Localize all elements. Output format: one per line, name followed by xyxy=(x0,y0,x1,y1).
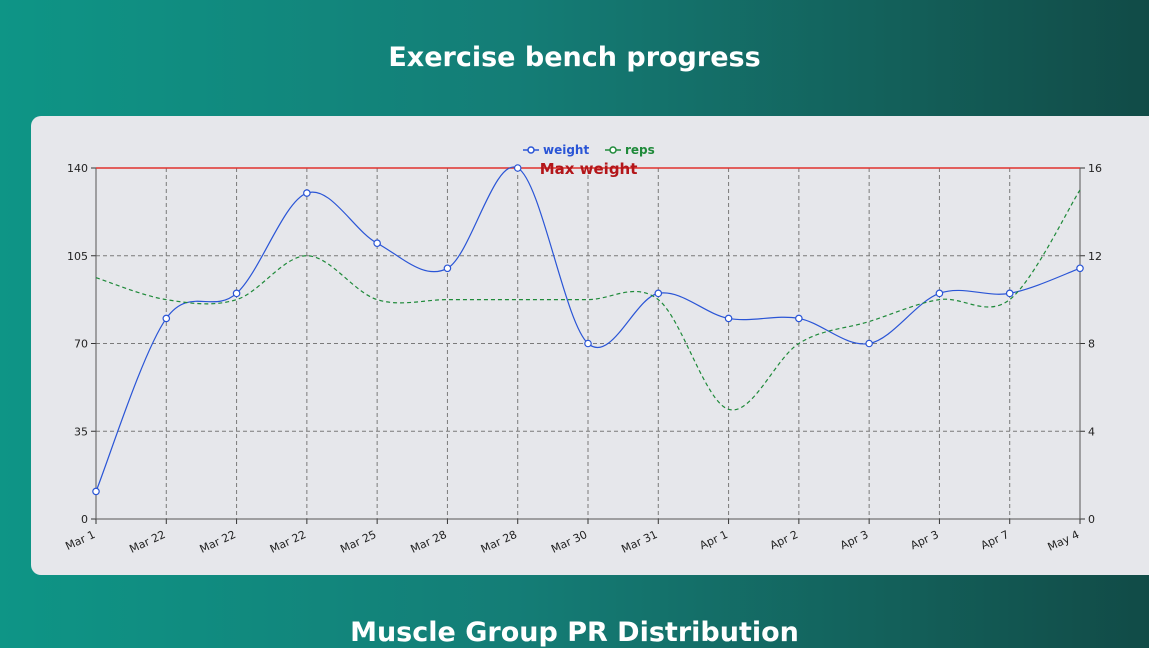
y-left-tick-label: 140 xyxy=(67,162,88,175)
y-right-tick-label: 16 xyxy=(1088,162,1102,175)
x-tick-label: Apr 3 xyxy=(908,528,940,552)
y-right-tick-label: 8 xyxy=(1088,338,1095,351)
data-point-weight xyxy=(654,289,663,298)
reference-line-group: Max weight xyxy=(96,160,1080,178)
y-left-tick-label: 105 xyxy=(67,250,88,263)
bench-progress-chart: 0 35 70 105 140 0 4 8 12 16 Mar 1 Mar 22 Mar 22 Mar 2… xyxy=(63,143,1102,556)
data-point-weight xyxy=(232,289,241,298)
x-tick-label: Apr 1 xyxy=(698,528,730,552)
series-group xyxy=(92,164,1084,496)
section-title: Muscle Group PR Distribution xyxy=(350,617,799,648)
data-point-weight xyxy=(303,189,311,197)
legend-marker-reps xyxy=(609,146,617,154)
data-point-weight xyxy=(865,339,873,348)
legend-label-weight: weight xyxy=(543,143,589,157)
y-left-tick-label: 35 xyxy=(74,425,88,438)
x-tick-label: Mar 31 xyxy=(619,528,659,556)
y-left-tick-label: 70 xyxy=(74,338,88,351)
x-tick-label: Mar 1 xyxy=(63,528,97,553)
data-point-weight xyxy=(373,239,381,248)
x-tick-label: Mar 25 xyxy=(338,528,378,556)
series-line-reps xyxy=(95,189,1081,411)
y-right-tick-label: 4 xyxy=(1088,425,1095,438)
data-point-weight xyxy=(724,314,733,323)
data-point-weight xyxy=(795,314,803,323)
x-tick-label: Mar 30 xyxy=(549,528,589,556)
data-point-weight xyxy=(1005,289,1014,298)
legend-label-reps: reps xyxy=(625,143,655,157)
legend: weight reps xyxy=(523,143,655,157)
y-right-tick-label: 12 xyxy=(1088,250,1102,263)
max-weight-label: Max weight xyxy=(540,160,638,178)
x-tick-label: Apr 3 xyxy=(838,528,870,552)
data-point-weight xyxy=(513,164,522,172)
x-tick-label: Mar 28 xyxy=(409,528,449,556)
page-title: Exercise bench progress xyxy=(388,42,761,73)
x-tick-label: Mar 22 xyxy=(198,528,238,556)
x-tick-label: Mar 22 xyxy=(268,528,308,556)
x-tick-label: Mar 22 xyxy=(127,528,167,556)
chart-card: 0 35 70 105 140 0 4 8 12 16 Mar 1 Mar 22 Mar 22 Mar 2… xyxy=(31,116,1149,575)
data-point-weight xyxy=(162,314,171,323)
y-right-tick-label: 0 xyxy=(1088,513,1095,526)
data-point-weight xyxy=(584,339,592,348)
series-line-weight xyxy=(95,166,1081,492)
x-tick-label: Apr 2 xyxy=(768,528,800,552)
x-tick-label: May 4 xyxy=(1046,528,1082,554)
x-tick-label: Apr 7 xyxy=(979,528,1011,552)
axes: 0 35 70 105 140 0 4 8 12 16 Mar 1 Mar 22 Mar 22 Mar 2… xyxy=(63,162,1102,556)
data-point-weight xyxy=(1076,264,1084,273)
x-tick-label: Mar 28 xyxy=(479,528,519,556)
legend-marker-weight xyxy=(527,146,535,154)
data-point-weight xyxy=(92,487,100,496)
data-point-weight xyxy=(935,289,944,298)
y-left-tick-label: 0 xyxy=(81,513,88,526)
data-point-weight xyxy=(443,264,452,273)
